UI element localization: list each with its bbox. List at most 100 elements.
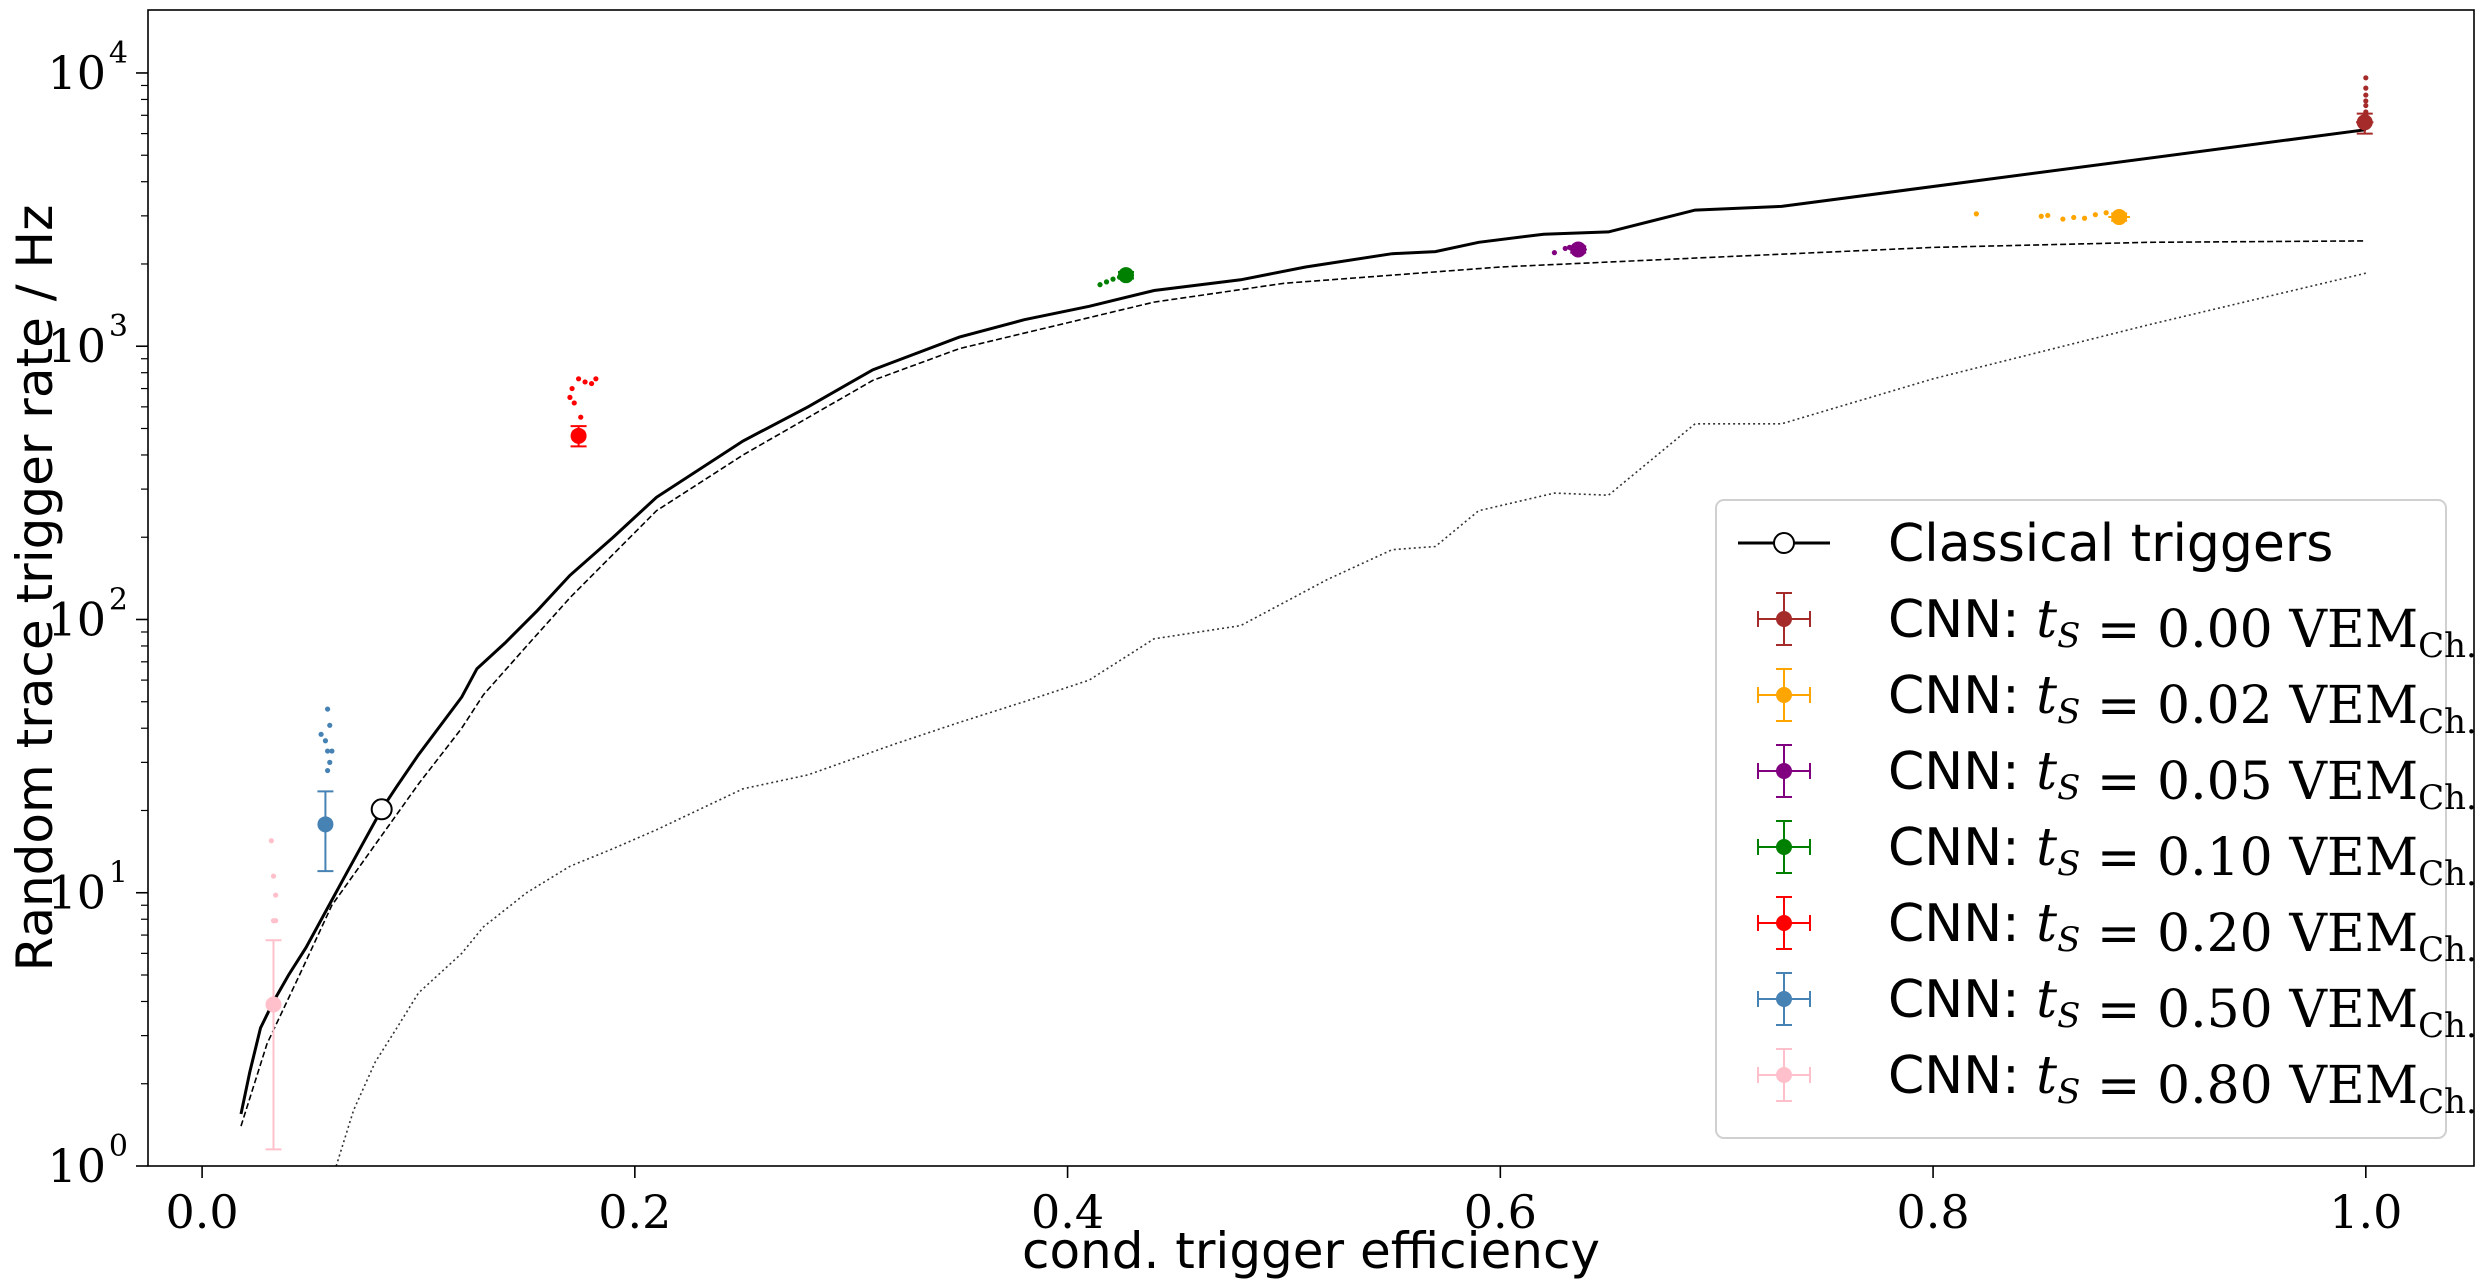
cnn-scatter-point — [2092, 212, 2098, 218]
cnn-scatter-point — [582, 379, 588, 385]
y-tick-label: 10 — [47, 866, 106, 920]
legend-entry-0.00: CNN: tS = 0.00 VEMCh. — [1757, 590, 2477, 666]
legend-handle-marker — [1776, 763, 1792, 779]
cnn-scatter-point — [2363, 102, 2369, 109]
legend-entry-0.80: CNN: tS = 0.80 VEMCh. — [1757, 1046, 2477, 1122]
classical-dashed-curve — [240, 240, 2366, 1127]
cnn-scatter-point — [2363, 75, 2369, 81]
legend-entry-classical: Classical triggers — [1738, 514, 2333, 574]
legend-handle-marker — [1776, 915, 1792, 931]
y-tick-exponent: 2 — [109, 582, 128, 617]
cnn-series-0.10 — [1097, 267, 1135, 288]
cnn-scatter-point — [324, 706, 331, 712]
y-tick-label: 10 — [47, 1139, 106, 1193]
cnn-scatter-point — [2103, 210, 2109, 216]
cnn-series-0.50 — [317, 706, 335, 873]
legend-entry-0.50: CNN: tS = 0.50 VEMCh. — [1757, 970, 2477, 1046]
y-tick-exponent: 0 — [109, 1129, 128, 1164]
cnn-series-0.80 — [265, 838, 282, 1151]
cnn-mean-point — [265, 996, 282, 1013]
cnn-mean-point — [570, 427, 587, 444]
y-tick-exponent: 3 — [109, 309, 128, 344]
x-tick-label: 0.4 — [1031, 1185, 1104, 1239]
classical-triggers-marker — [370, 798, 393, 821]
cnn-scatter-point — [324, 748, 331, 754]
y-tick-exponent: 1 — [109, 856, 128, 891]
cnn-scatter-point — [273, 918, 279, 924]
cnn-scatter-point — [567, 394, 573, 400]
cnn-series-0.20 — [567, 376, 599, 448]
plot-frame — [147, 9, 2475, 1167]
cnn-mean-point — [1570, 241, 1587, 258]
legend-label: CNN: tS = 0.80 VEMCh. — [1888, 1046, 2477, 1122]
x-tick-label: 0.8 — [1896, 1185, 1969, 1239]
cnn-mean-point — [1118, 267, 1135, 284]
legend-handle-marker — [1776, 1067, 1792, 1083]
cnn-scatter-point — [322, 738, 329, 744]
cnn-scatter-point — [1562, 245, 1568, 252]
y-tick-exponent: 4 — [109, 36, 128, 71]
cnn-scatter-point — [2060, 216, 2066, 222]
cnn-mean-point — [2356, 114, 2373, 131]
x-tick-label: 0.6 — [1464, 1185, 1537, 1239]
dashed-curve-layer — [240, 240, 2366, 1127]
classical-triggers-line — [239, 128, 2366, 1115]
cnn-scatter-point — [270, 873, 277, 879]
cnn-series-0.00 — [2356, 75, 2374, 135]
y-tick-label: 10 — [47, 592, 106, 646]
cnn-scatter-point — [329, 748, 335, 754]
legend-entry-0.10: CNN: tS = 0.10 VEMCh. — [1757, 818, 2477, 894]
cnn-scatter-point — [2081, 215, 2088, 221]
classical-dotted-curve — [335, 272, 2366, 1166]
x-tick-label: 0.0 — [166, 1185, 239, 1239]
cnn-scatter-point — [1097, 282, 1103, 288]
cnn-scatter-point — [2363, 98, 2369, 104]
cnn-scatter-point — [2038, 213, 2044, 219]
cnn-scatter-point — [273, 892, 279, 898]
x-axis-label: cond. trigger efficiency — [1022, 1222, 1600, 1280]
legend-label: CNN: tS = 0.10 VEMCh. — [1888, 818, 2477, 894]
dotted-curve-layer — [335, 272, 2366, 1166]
legend-handle-marker — [1776, 611, 1792, 627]
y-tick-label: 10 — [47, 319, 106, 373]
cnn-scatter-point — [575, 376, 582, 382]
x-tick-label: 1.0 — [2329, 1185, 2402, 1239]
legend-label: Classical triggers — [1888, 514, 2333, 574]
cnn-scatter-point — [1110, 276, 1116, 282]
cnn-scatter-point — [1103, 279, 1110, 285]
cnn-scatter-point — [588, 380, 595, 387]
legend-label: CNN: tS = 0.02 VEMCh. — [1888, 666, 2477, 742]
cnn-scatter-point — [569, 385, 575, 392]
cnn-series-0.02 — [1973, 209, 2130, 226]
cnn-scatter-point — [2045, 212, 2051, 219]
cnn-scatter-point — [318, 731, 324, 737]
x-tick-label: 0.2 — [598, 1185, 671, 1239]
legend-handle-marker — [1776, 687, 1792, 703]
cnn-series-layer — [265, 75, 2374, 1151]
legend-label: CNN: tS = 0.20 VEMCh. — [1888, 894, 2477, 970]
cnn-mean-point — [317, 816, 334, 833]
cnn-scatter-point — [1973, 211, 1979, 217]
legend-entry-0.02: CNN: tS = 0.02 VEMCh. — [1757, 666, 2477, 742]
legend-entry-0.20: CNN: tS = 0.20 VEMCh. — [1757, 894, 2477, 970]
cnn-scatter-point — [1551, 250, 1558, 256]
legend-handle-marker — [1776, 991, 1792, 1007]
cnn-scatter-point — [578, 414, 584, 420]
cnn-scatter-point — [2363, 85, 2369, 91]
y-tick-label: 10 — [47, 46, 106, 100]
legend-entry-0.05: CNN: tS = 0.05 VEMCh. — [1757, 742, 2477, 818]
cnn-scatter-point — [571, 400, 577, 406]
cnn-scatter-point — [2071, 214, 2077, 221]
cnn-scatter-point — [327, 722, 333, 728]
cnn-scatter-point — [593, 376, 599, 382]
legend-label: CNN: tS = 0.00 VEMCh. — [1888, 590, 2477, 666]
cnn-scatter-point — [268, 838, 274, 844]
cnn-scatter-point — [327, 759, 333, 765]
legend-handle-marker — [1776, 839, 1792, 855]
legend-label: CNN: tS = 0.05 VEMCh. — [1888, 742, 2477, 818]
cnn-scatter-point — [324, 767, 331, 774]
y-axis-label: Random trace trigger rate / Hz — [6, 205, 64, 972]
